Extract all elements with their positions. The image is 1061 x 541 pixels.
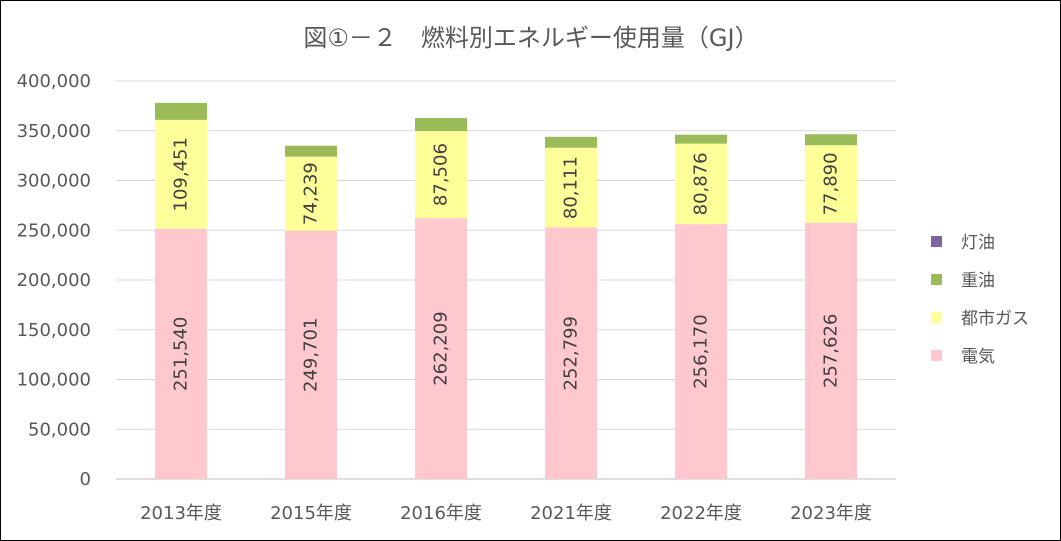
bar-segment (285, 230, 337, 479)
bar-segment (415, 131, 467, 219)
bars (155, 102, 857, 480)
bar-segment (155, 119, 207, 229)
data-labels: 251,540 109,451 249,701 74,239 262,209 87,506… (171, 137, 842, 392)
bar-segment (285, 145, 337, 157)
data-label: 262,209 (431, 311, 452, 385)
bar-segment (545, 227, 597, 479)
data-label: 256,170 (691, 314, 712, 388)
data-label: 252,799 (561, 316, 582, 390)
bar-segment (675, 143, 727, 225)
legend-label: 重油 (961, 271, 995, 291)
legend-swatch (931, 350, 942, 361)
y-tick-label: 100,000 (17, 370, 91, 391)
x-tick-label: 2015年度 (270, 503, 352, 524)
y-tick-label: 350,000 (17, 121, 91, 142)
legend-label: 灯油 (961, 233, 995, 253)
x-tick-label: 2013年度 (140, 503, 222, 524)
y-tick-label: 250,000 (17, 220, 91, 241)
bar-segment (805, 222, 857, 480)
legend-swatch (931, 236, 942, 247)
gridlines (116, 80, 896, 480)
data-label: 251,540 (171, 317, 192, 391)
bar-segment (415, 118, 467, 132)
data-label: 77,890 (821, 152, 842, 215)
bar-segment (805, 134, 857, 146)
x-tick-label: 2023年度 (790, 503, 872, 524)
y-tick-label: 50,000 (28, 419, 91, 440)
bar-segment (675, 134, 727, 144)
legend-label: 電気 (961, 347, 995, 367)
bar-segment (675, 224, 727, 479)
bar-segment (285, 156, 337, 231)
chart-title: 図①－２ 燃料別エネルギー使用量（GJ） (303, 24, 758, 52)
x-tick-label: 2022年度 (660, 503, 742, 524)
x-axis-ticks: 2013年度 2015年度 2016年度 2021年度 2022年度 2023年度 (140, 503, 872, 524)
y-tick-label: 200,000 (17, 270, 91, 291)
x-tick-label: 2016年度 (400, 503, 482, 524)
legend-swatch (931, 274, 942, 285)
bar-segment (545, 136, 597, 148)
x-tick-label: 2021年度 (530, 503, 612, 524)
y-tick-label: 150,000 (17, 320, 91, 341)
y-tick-label: 300,000 (17, 171, 91, 192)
bar-segment (805, 145, 857, 223)
bar-segment (155, 228, 207, 479)
data-label: 80,876 (691, 152, 712, 215)
data-label: 249,701 (301, 318, 322, 392)
data-label: 109,451 (171, 137, 192, 211)
data-label: 87,506 (431, 143, 452, 206)
bar-segment (545, 147, 597, 228)
y-tick-label: 0 (80, 469, 91, 490)
bar-segment (155, 102, 207, 120)
data-label: 257,626 (821, 314, 842, 388)
legend-swatch (931, 312, 942, 323)
data-label: 80,111 (561, 156, 582, 219)
data-label: 74,239 (301, 162, 322, 225)
legend-label: 都市ガス (961, 309, 1029, 329)
y-axis-ticks: 0 50,000 100,000 150,000 200,000 250,000 300,0… (17, 71, 91, 490)
y-tick-label: 400,000 (17, 71, 91, 92)
bar-segment (415, 218, 467, 479)
